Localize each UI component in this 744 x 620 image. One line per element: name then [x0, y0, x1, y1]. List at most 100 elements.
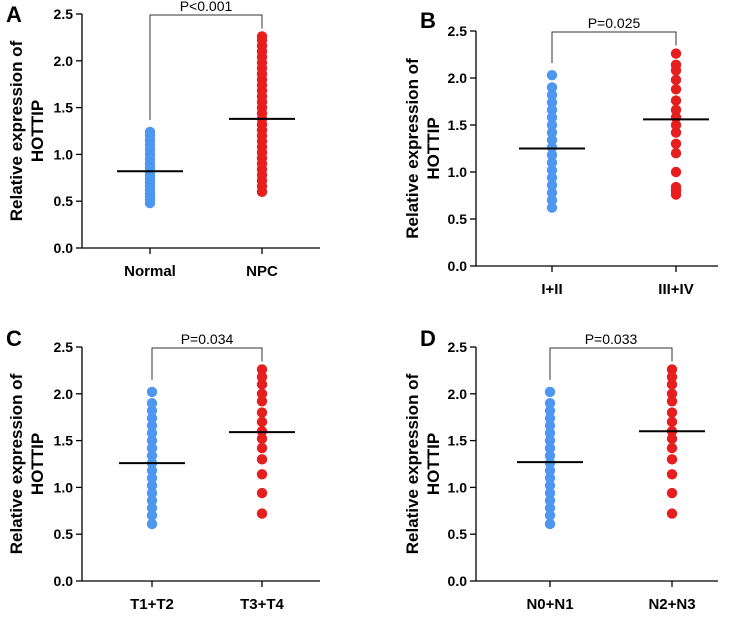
data-point-group1 — [546, 202, 558, 213]
data-point-group2 — [256, 416, 268, 428]
y-axis-label-line2: HOTTIP — [28, 100, 47, 162]
y-tick-label: 0.0 — [448, 258, 468, 274]
data-point-group1 — [544, 487, 556, 499]
y-tick-label: 1.5 — [448, 433, 468, 449]
y-axis-label: Relative expression of HOTTIP — [7, 373, 47, 554]
data-point-group1 — [546, 149, 558, 161]
x-category-label: N2+N3 — [648, 596, 695, 613]
panel-a: A Relative expression of HOTTIP 0.0 0.5 1.0 1.… — [6, 0, 320, 280]
p-value-label: P=0.034 — [181, 331, 234, 347]
p-value-label: P=0.033 — [585, 331, 638, 347]
data-point-group2 — [256, 454, 268, 465]
y-tick-label: 1.0 — [54, 479, 74, 495]
data-point-group1 — [146, 495, 158, 506]
data-point-group1 — [146, 465, 158, 476]
data-point-group2 — [670, 148, 682, 159]
y-tick-label: 0.0 — [54, 240, 74, 256]
data-point-group1 — [546, 97, 558, 108]
y-axis-label-line1: Relative expression of — [403, 373, 422, 554]
data-point-group1 — [544, 480, 556, 491]
panel-letter: B — [420, 8, 436, 33]
data-point-group1 — [544, 397, 556, 409]
data-point-group2 — [256, 433, 268, 444]
data-point-group2 — [666, 487, 678, 499]
data-point-group2 — [666, 469, 678, 480]
y-tick-label: 0.5 — [54, 526, 74, 542]
y-tick-label: 1.0 — [448, 479, 468, 495]
data-point-group1 — [544, 495, 556, 506]
data-point-group1 — [546, 187, 558, 198]
data-point-group1 — [146, 397, 158, 409]
data-point-group1 — [146, 427, 158, 439]
data-point-group1 — [546, 157, 558, 168]
data-point-group1 — [546, 195, 558, 206]
data-point-group2 — [666, 454, 678, 465]
data-point-group1 — [546, 69, 558, 81]
data-point-group2 — [670, 127, 682, 138]
data-point-group2 — [666, 508, 678, 519]
data-point-group1 — [544, 386, 556, 398]
y-axis-label: Relative expression of HOTTIP — [403, 58, 443, 239]
data-point-group1 — [546, 112, 558, 123]
y-tick-label: 2.5 — [54, 339, 74, 355]
data-point-group2 — [256, 371, 268, 383]
y-tick-label: 0.5 — [54, 193, 74, 209]
data-point-group1 — [146, 502, 158, 514]
data-point-group1 — [144, 126, 156, 138]
data-point-group2 — [256, 364, 268, 375]
y-tick-label: 2.0 — [54, 386, 74, 402]
y-tick-label: 0.0 — [54, 573, 74, 589]
panel-d: D Relative expression of HOTTIP 0.0 0.5 1.0 1.… — [403, 326, 718, 613]
data-point-group1 — [544, 502, 556, 514]
y-axis-label-line2: HOTTIP — [424, 433, 443, 495]
data-point-group2 — [670, 104, 682, 116]
y-tick-label: 1.0 — [54, 146, 74, 162]
x-category-label: NPC — [246, 263, 278, 280]
y-tick-label: 1.0 — [448, 164, 468, 180]
data-point-group1 — [546, 89, 558, 101]
data-point-group1 — [546, 104, 558, 116]
data-point-group2 — [666, 379, 678, 390]
data-point-group2 — [670, 84, 682, 95]
data-point-group1 — [146, 405, 158, 416]
panel-letter: A — [6, 2, 22, 27]
data-point-group2 — [256, 442, 268, 454]
data-point-group2 — [670, 181, 682, 193]
data-point-group2 — [670, 138, 682, 149]
y-tick-label: 2.5 — [448, 339, 468, 355]
y-axis-label: Relative expression of HOTTIP — [7, 40, 47, 221]
data-point-group2 — [670, 59, 682, 71]
data-point-group1 — [146, 472, 158, 484]
data-point-group2 — [666, 364, 678, 375]
data-point-group2 — [666, 388, 678, 399]
data-point-group2 — [670, 119, 682, 131]
data-point-group2 — [670, 95, 682, 106]
data-point-group2 — [256, 469, 268, 480]
y-tick-label: 2.0 — [448, 386, 468, 402]
data-point-group1 — [544, 420, 556, 431]
x-category-label: T3+T4 — [240, 596, 284, 613]
x-category-label: T1+T2 — [130, 596, 174, 613]
data-point-group1 — [544, 510, 556, 521]
data-point-group1 — [146, 435, 158, 446]
y-axis-label-line2: HOTTIP — [28, 433, 47, 495]
data-point-group2 — [256, 379, 268, 390]
data-point-group2 — [670, 74, 682, 86]
significance-bracket — [151, 347, 263, 380]
significance-bracket — [149, 14, 263, 120]
y-tick-label: 2.0 — [448, 70, 468, 86]
y-axis-label-line1: Relative expression of — [403, 58, 422, 239]
data-point-group2 — [666, 371, 678, 383]
data-point-group1 — [544, 412, 556, 424]
data-point-group1 — [544, 427, 556, 439]
x-category-label: III+IV — [658, 281, 693, 298]
data-point-group1 — [546, 134, 558, 146]
y-tick-label: 1.5 — [54, 433, 74, 449]
y-tick-label: 2.5 — [54, 6, 74, 22]
data-point-group1 — [146, 518, 158, 530]
data-point-group1 — [146, 510, 158, 521]
data-point-group1 — [546, 82, 558, 93]
data-point-group1 — [546, 172, 558, 183]
data-point-group1 — [544, 465, 556, 476]
